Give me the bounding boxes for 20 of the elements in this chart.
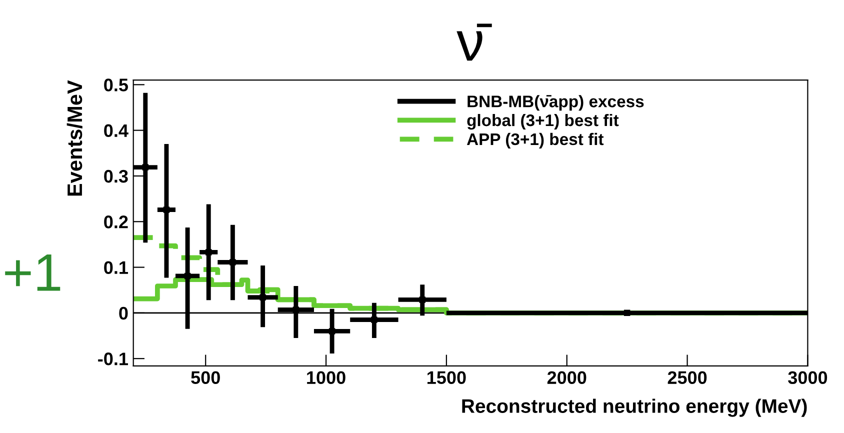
x-tick-label: 3000 bbox=[788, 371, 828, 384]
x-tick-label: 1000 bbox=[307, 371, 346, 384]
y-tick-label: 0.1 bbox=[104, 261, 128, 274]
y-tick-label: -0.1 bbox=[98, 352, 128, 366]
legend-label: global (3+1) best fit bbox=[467, 114, 619, 130]
y-tick-label: 0 bbox=[119, 306, 128, 320]
y-tick-label: 0.2 bbox=[104, 216, 128, 228]
x-tick-label: 1500 bbox=[428, 371, 466, 384]
text: +1 bbox=[5, 254, 60, 291]
legend-label: BNB-MB(ν̄app) excess bbox=[468, 95, 644, 111]
y-tick-label: 0.4 bbox=[104, 124, 128, 138]
x-axis-title: Reconstructed neutrino energy (MeV) bbox=[462, 398, 807, 417]
legend-label: APP (3+1) best fit bbox=[466, 132, 604, 148]
x-tick-label: 2500 bbox=[668, 371, 707, 384]
x-tick-label: 500 bbox=[191, 371, 220, 384]
y-tick-label: 0.3 bbox=[104, 170, 128, 183]
y-axis-title: Events/MeV bbox=[66, 80, 82, 196]
y-tick-label: 0.5 bbox=[104, 78, 128, 92]
x-tick-label: 2000 bbox=[547, 371, 586, 384]
chart-title: ν̄ bbox=[456, 24, 492, 61]
